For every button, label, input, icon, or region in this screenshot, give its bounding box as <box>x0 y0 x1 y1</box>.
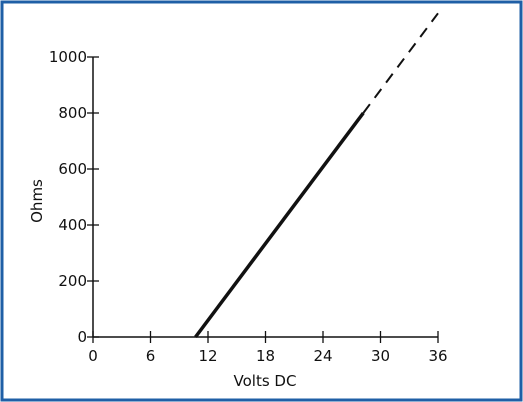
x-tick-label: 24 <box>313 347 332 365</box>
y-tick-label: 0 <box>77 328 87 346</box>
y-tick-label: 400 <box>58 216 87 234</box>
y-tick-label: 1000 <box>49 48 87 66</box>
x-axis-title: Volts DC <box>234 372 297 390</box>
x-tick-label: 12 <box>198 347 217 365</box>
series-line-dashed <box>362 12 439 114</box>
x-tick-label: 36 <box>428 347 447 365</box>
y-axis-title: Ohms <box>28 179 46 223</box>
x-tick-label: 18 <box>256 347 275 365</box>
x-tick-label: 6 <box>146 347 156 365</box>
y-tick-label: 800 <box>58 104 87 122</box>
series-line-solid <box>194 111 365 339</box>
plot-area <box>194 12 439 339</box>
x-tick-label: 30 <box>371 347 390 365</box>
x-tick-label: 0 <box>88 347 98 365</box>
y-tick-label: 200 <box>58 272 87 290</box>
ticks: 0 6 12 18 24 30 36 0 200 400 600 800 1000 <box>49 48 448 365</box>
y-tick-label: 600 <box>58 160 87 178</box>
